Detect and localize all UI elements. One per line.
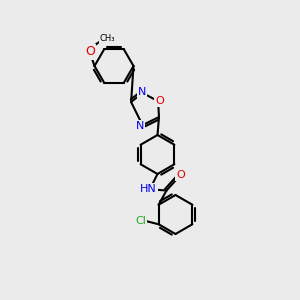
Text: Cl: Cl <box>135 216 146 226</box>
Text: N: N <box>138 87 146 98</box>
Text: HN: HN <box>140 184 157 194</box>
Text: O: O <box>85 45 95 58</box>
Text: O: O <box>155 95 164 106</box>
Text: O: O <box>176 170 185 180</box>
Text: CH₃: CH₃ <box>99 34 115 43</box>
Text: N: N <box>136 121 144 131</box>
